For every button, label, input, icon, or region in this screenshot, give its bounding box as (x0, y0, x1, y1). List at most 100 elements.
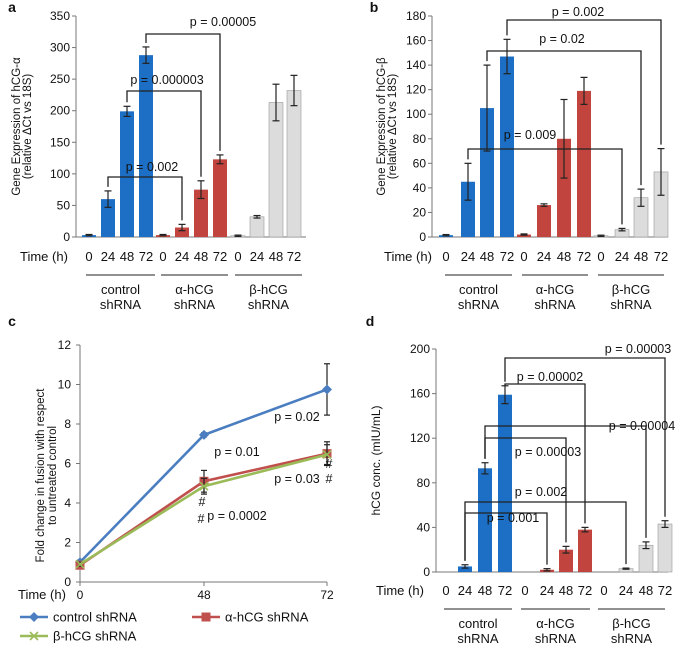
panel-c-point (75, 559, 85, 569)
panel-b-bar (537, 205, 551, 237)
panel-c-p-value: p = 0.01 (214, 445, 260, 459)
panel-c-point (322, 450, 332, 460)
panel-d-time-tick: 48 (639, 583, 653, 598)
panel-b-p-value: p = 0.002 (552, 5, 605, 19)
panel-c-y-tick-label: 4 (64, 496, 71, 510)
panel-c-y-label-sub: to untreated control (47, 426, 59, 525)
panel-a-significance-bracket (126, 90, 202, 177)
panel-a-significance-bracket (107, 176, 183, 221)
panel-a-bar (120, 111, 134, 237)
panel-a-y-tick-label: 250 (50, 72, 70, 86)
panel-b-letter: b (370, 0, 379, 15)
panel-b-y-tick-label: 100 (406, 107, 426, 121)
panel-c-hash-marker: # (199, 495, 206, 509)
panel-a-time-tick: 0 (234, 249, 241, 264)
panel-c-x-tick-label: 0 (77, 588, 84, 602)
panel-a-bar (286, 90, 302, 238)
panel-d-y-tick-label: 0 (423, 565, 430, 579)
panel-a-y-tick-label: 200 (50, 104, 70, 118)
panel-a-time-tick: 0 (159, 249, 166, 264)
panel-d-time-tick: 0 (600, 583, 607, 598)
panel-b-x-label: Time (h) (384, 249, 432, 264)
panel-a-time-tick: 24 (175, 249, 189, 264)
panel-d-time-tick: 72 (658, 583, 672, 598)
panel-c-point (199, 481, 209, 491)
panel-b-p-value: p = 0.02 (539, 32, 585, 46)
panel-c-x-tick-label: 72 (320, 588, 334, 602)
panel-d-time-tick: 72 (578, 583, 592, 598)
panel-d-group-label: β-hCG (612, 616, 651, 631)
panel-d-y-tick-label: 40 (417, 520, 431, 534)
panel-c-point (322, 384, 332, 395)
panel-b-time-tick: 24 (537, 249, 551, 264)
panel-b-time-tick: 0 (520, 249, 527, 264)
panel-d-time-tick: 48 (478, 583, 492, 598)
panel-d-p-value: p = 0.002 (515, 485, 568, 499)
panel-b-y-tick-label: 120 (406, 83, 426, 97)
panel-b-y-tick-label: 40 (413, 181, 427, 195)
panel-a-time-tick: 0 (85, 249, 92, 264)
panel-c-legend-label: control shRNA (53, 610, 137, 625)
panel-a-y-label-sub: (relative ΔCt vs 18S) (22, 74, 34, 180)
panel-c-y-tick-label: 2 (64, 536, 71, 550)
panel-b-group-label-sub: shRNA (610, 297, 652, 312)
panel-a-y-label: Gene Expression of hCG-α (11, 57, 23, 196)
panel-a-time-tick: 48 (194, 249, 208, 264)
panel-b-significance-bracket (486, 50, 642, 186)
panel-d-y-tick-label: 160 (410, 387, 430, 401)
panel-c-y-label: Fold change in fusion with respect (35, 388, 47, 563)
panel-c-p-value: p = 0.03 (274, 472, 320, 486)
panel-a-y-tick-label: 350 (50, 9, 70, 23)
panel-a-group-label-sub: shRNA (174, 297, 216, 312)
panel-d-time-tick: 0 (442, 583, 449, 598)
panel-b-y-label: Gene Expression of hCG-β (376, 57, 388, 196)
panel-c-hash-marker: # (198, 512, 205, 526)
panel-c-p-value: p = 0.0002 (207, 509, 266, 523)
panel-a-group-label: α-hCG (175, 282, 214, 297)
panel-a: a 0 50 100 150 200 250 300 350 Gene Expression of… (8, 0, 306, 312)
panel-b-y-tick-label: 180 (406, 9, 426, 23)
panel-d-time-tick: 72 (498, 583, 512, 598)
panel-a-group-label-sub: shRNA (248, 297, 290, 312)
panel-c-y-tick-label: 0 (64, 575, 71, 589)
panel-a-group-label: control (101, 282, 140, 297)
panel-b-y-tick-label: 160 (406, 34, 426, 48)
panel-d-bar (498, 394, 512, 572)
panel-c-hash-marker: # (326, 472, 333, 486)
panel-a-p-value: p = 0.00005 (190, 15, 256, 29)
panel-a-p-value: p = 0.000003 (130, 73, 203, 87)
panel-d-group-label-sub: shRNA (457, 631, 499, 646)
panel-c-letter: c (8, 313, 16, 329)
panel-b-bar (461, 181, 475, 237)
panel-b-time-tick: 24 (461, 249, 475, 264)
panel-d-letter: d (366, 313, 375, 329)
panel-a-y-tick-label: 100 (50, 167, 70, 181)
panel-a-bar (139, 55, 153, 237)
panel-a-bar (175, 227, 189, 237)
panel-d-time-tick: 24 (458, 583, 472, 598)
panel-b-time-tick: 72 (500, 249, 514, 264)
panel-d-time-tick: 0 (521, 583, 528, 598)
panel-d-bar (578, 529, 592, 572)
panel-c-legend-label: β-hCG shRNA (53, 629, 137, 644)
panel-c-legend-marker (29, 631, 39, 641)
panel-d-x-label: Time (h) (376, 583, 424, 598)
panel-b-y-tick-label: 20 (413, 205, 427, 219)
panel-d-significance-bracket (484, 437, 567, 543)
panel-b-bar (517, 234, 531, 237)
panel-b-group-label: β-hCG (612, 282, 651, 297)
panel-d-y-label: hCG conc. (mIU/mL) (369, 405, 383, 515)
panel-b-group-label: control (459, 282, 498, 297)
panel-c-x-tick-label: 48 (197, 588, 211, 602)
panel-b-bar (500, 56, 514, 238)
panel-c: c 0 2 4 6 8 10 12 0 48 72 Time (h) Fold change in fu… (8, 313, 334, 644)
panel-c-legend-label: α-hCG shRNA (225, 610, 309, 625)
panel-b-significance-bracket (506, 19, 662, 145)
panel-d-bar (559, 549, 573, 572)
panel-c-point (199, 429, 209, 440)
panel-d-p-value: p = 0.00004 (609, 419, 675, 433)
panel-a-y-tick-label: 50 (57, 198, 71, 212)
panel-a-group-label-sub: shRNA (100, 297, 142, 312)
panel-b-time-tick: 48 (634, 249, 648, 264)
panel-b-bar (557, 138, 571, 237)
